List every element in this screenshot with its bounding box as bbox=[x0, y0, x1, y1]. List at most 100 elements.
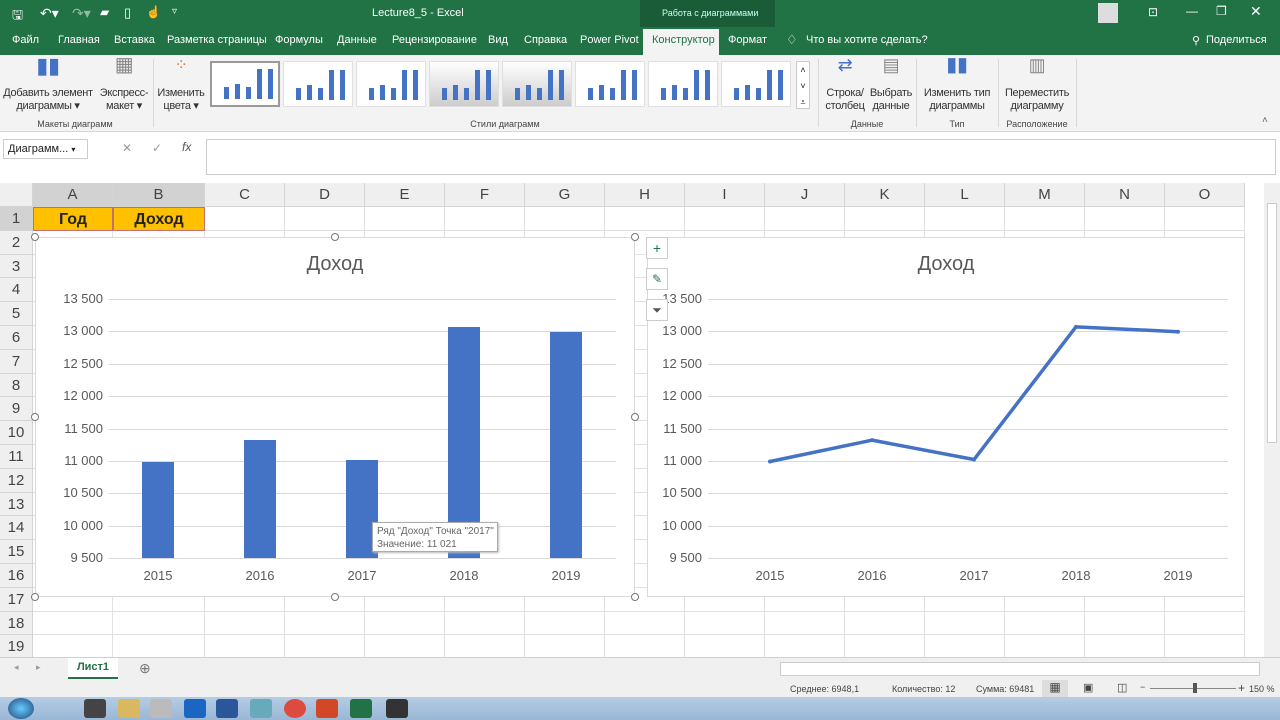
row-header[interactable]: 1 bbox=[0, 207, 33, 231]
cell[interactable] bbox=[205, 587, 285, 612]
cell[interactable] bbox=[765, 207, 845, 231]
chart-elements-button[interactable]: + bbox=[646, 237, 668, 259]
row-header[interactable]: 18 bbox=[0, 611, 33, 636]
touch-mode-icon[interactable]: ☝ bbox=[146, 5, 161, 19]
save-icon[interactable]: 🖫 bbox=[12, 7, 24, 22]
chart-styles-brush-button[interactable]: ✎ bbox=[646, 268, 668, 290]
point-2015[interactable] bbox=[768, 459, 772, 464]
column-header[interactable]: N bbox=[1085, 183, 1165, 207]
cell[interactable] bbox=[285, 635, 365, 660]
quick-layout-button[interactable]: ▦ Экспресс-макет ▾ bbox=[99, 54, 149, 112]
resize-handle[interactable] bbox=[331, 593, 339, 601]
taskbar-app2-icon[interactable] bbox=[250, 699, 272, 718]
column-header[interactable]: M bbox=[1005, 183, 1085, 207]
column-header[interactable]: K bbox=[845, 183, 925, 207]
row-header[interactable]: 2 bbox=[0, 230, 33, 255]
point-2017[interactable] bbox=[972, 457, 976, 462]
row-header[interactable]: 12 bbox=[0, 468, 33, 493]
tab-insert[interactable]: Вставка bbox=[114, 34, 155, 46]
row-header[interactable]: 4 bbox=[0, 278, 33, 303]
select-data-button[interactable]: ▤ Выбрать данные bbox=[869, 55, 913, 112]
taskbar-outlook-icon[interactable] bbox=[184, 699, 206, 718]
formula-input[interactable] bbox=[206, 139, 1276, 175]
row-header[interactable]: 8 bbox=[0, 373, 33, 398]
tab-data[interactable]: Данные bbox=[337, 34, 377, 46]
column-header[interactable]: H bbox=[605, 183, 685, 207]
cell[interactable] bbox=[525, 611, 605, 636]
row-header[interactable]: 17 bbox=[0, 587, 33, 612]
tab-power-pivot[interactable]: Power Pivot bbox=[580, 34, 639, 46]
cell[interactable] bbox=[765, 611, 845, 636]
share-icon[interactable]: ⚲ bbox=[1192, 35, 1201, 47]
cell[interactable] bbox=[925, 611, 1005, 636]
move-chart-button[interactable]: ▥ Переместить диаграмму bbox=[1000, 56, 1074, 113]
taskbar-chrome-icon[interactable] bbox=[284, 699, 306, 718]
restore-icon[interactable]: ❐ bbox=[1216, 4, 1227, 18]
tab-review[interactable]: Рецензирование bbox=[392, 34, 477, 46]
sheet-tab-list1[interactable]: Лист1 bbox=[68, 658, 118, 679]
column-header[interactable]: O bbox=[1165, 183, 1245, 207]
minimize-icon[interactable]: — bbox=[1186, 4, 1198, 18]
cell[interactable] bbox=[33, 635, 113, 660]
redo-icon[interactable]: ↷▾ bbox=[72, 5, 91, 21]
sheet-prev-icon[interactable]: ◂ bbox=[14, 662, 19, 672]
row-header[interactable]: 6 bbox=[0, 326, 33, 350]
chart-style-option[interactable] bbox=[356, 61, 426, 107]
cell[interactable] bbox=[765, 587, 845, 612]
cell-a1[interactable]: Год bbox=[33, 207, 113, 231]
cell[interactable] bbox=[365, 611, 445, 636]
avatar[interactable] bbox=[1098, 3, 1118, 23]
cell[interactable] bbox=[925, 635, 1005, 660]
column-header[interactable]: E bbox=[365, 183, 445, 207]
chart-filter-button[interactable]: ⏷ bbox=[646, 299, 668, 321]
page-layout-view-icon[interactable]: ▣ bbox=[1083, 682, 1094, 694]
open-icon[interactable]: ▰ bbox=[100, 5, 110, 19]
cell[interactable] bbox=[525, 587, 605, 612]
enter-icon[interactable]: ✓ bbox=[152, 141, 163, 155]
cell[interactable] bbox=[205, 611, 285, 636]
gallery-scroll[interactable]: ˄ ˅ ⩡ bbox=[796, 61, 810, 109]
change-colors-button[interactable]: ⁘ Изменить цвета ▾ bbox=[157, 57, 205, 113]
close-icon[interactable]: ✕ bbox=[1250, 3, 1262, 19]
bar-2018[interactable] bbox=[448, 326, 480, 558]
cell[interactable] bbox=[605, 207, 685, 231]
point-2018[interactable] bbox=[1074, 324, 1078, 329]
resize-handle[interactable] bbox=[31, 413, 39, 421]
row-header[interactable]: 3 bbox=[0, 254, 33, 279]
resize-handle[interactable] bbox=[31, 233, 39, 241]
chart-style-option[interactable] bbox=[429, 61, 499, 107]
chart-style-option[interactable] bbox=[210, 61, 280, 107]
horizontal-scrollbar[interactable] bbox=[780, 662, 1260, 676]
taskbar-powerpoint-icon[interactable] bbox=[316, 699, 338, 718]
cell[interactable] bbox=[445, 207, 525, 231]
cell[interactable] bbox=[525, 635, 605, 660]
column-header[interactable]: L bbox=[925, 183, 1005, 207]
cell[interactable] bbox=[113, 587, 205, 612]
cell[interactable] bbox=[1085, 207, 1165, 231]
cell[interactable] bbox=[285, 611, 365, 636]
cell[interactable] bbox=[205, 635, 285, 660]
resize-handle[interactable] bbox=[631, 413, 639, 421]
taskbar-explorer-icon[interactable] bbox=[118, 699, 140, 718]
chart-style-option[interactable] bbox=[283, 61, 353, 107]
column-header[interactable]: D bbox=[285, 183, 365, 207]
cell[interactable] bbox=[1005, 207, 1085, 231]
cell[interactable] bbox=[365, 635, 445, 660]
customize-qat-icon[interactable]: ▿ bbox=[172, 6, 178, 17]
tab-file[interactable]: Файл bbox=[12, 34, 40, 46]
chart-title[interactable]: Доход bbox=[917, 253, 975, 275]
cell[interactable] bbox=[685, 635, 765, 660]
scroll-thumb[interactable] bbox=[1267, 203, 1277, 443]
cell[interactable] bbox=[525, 207, 605, 231]
series-line[interactable] bbox=[769, 325, 1179, 464]
cell[interactable] bbox=[1005, 587, 1085, 612]
tell-me-search[interactable]: Что вы хотите сделать? bbox=[806, 34, 928, 46]
taskbar-app3-icon[interactable] bbox=[386, 699, 408, 718]
cell[interactable] bbox=[113, 611, 205, 636]
cell[interactable] bbox=[685, 611, 765, 636]
tab-format[interactable]: Формат bbox=[728, 34, 768, 46]
cell[interactable] bbox=[1085, 587, 1165, 612]
column-header[interactable]: F bbox=[445, 183, 525, 207]
chart-title[interactable]: Доход bbox=[306, 253, 364, 275]
change-chart-type-button[interactable]: ▮▮ Изменить тип диаграммы bbox=[918, 55, 996, 113]
